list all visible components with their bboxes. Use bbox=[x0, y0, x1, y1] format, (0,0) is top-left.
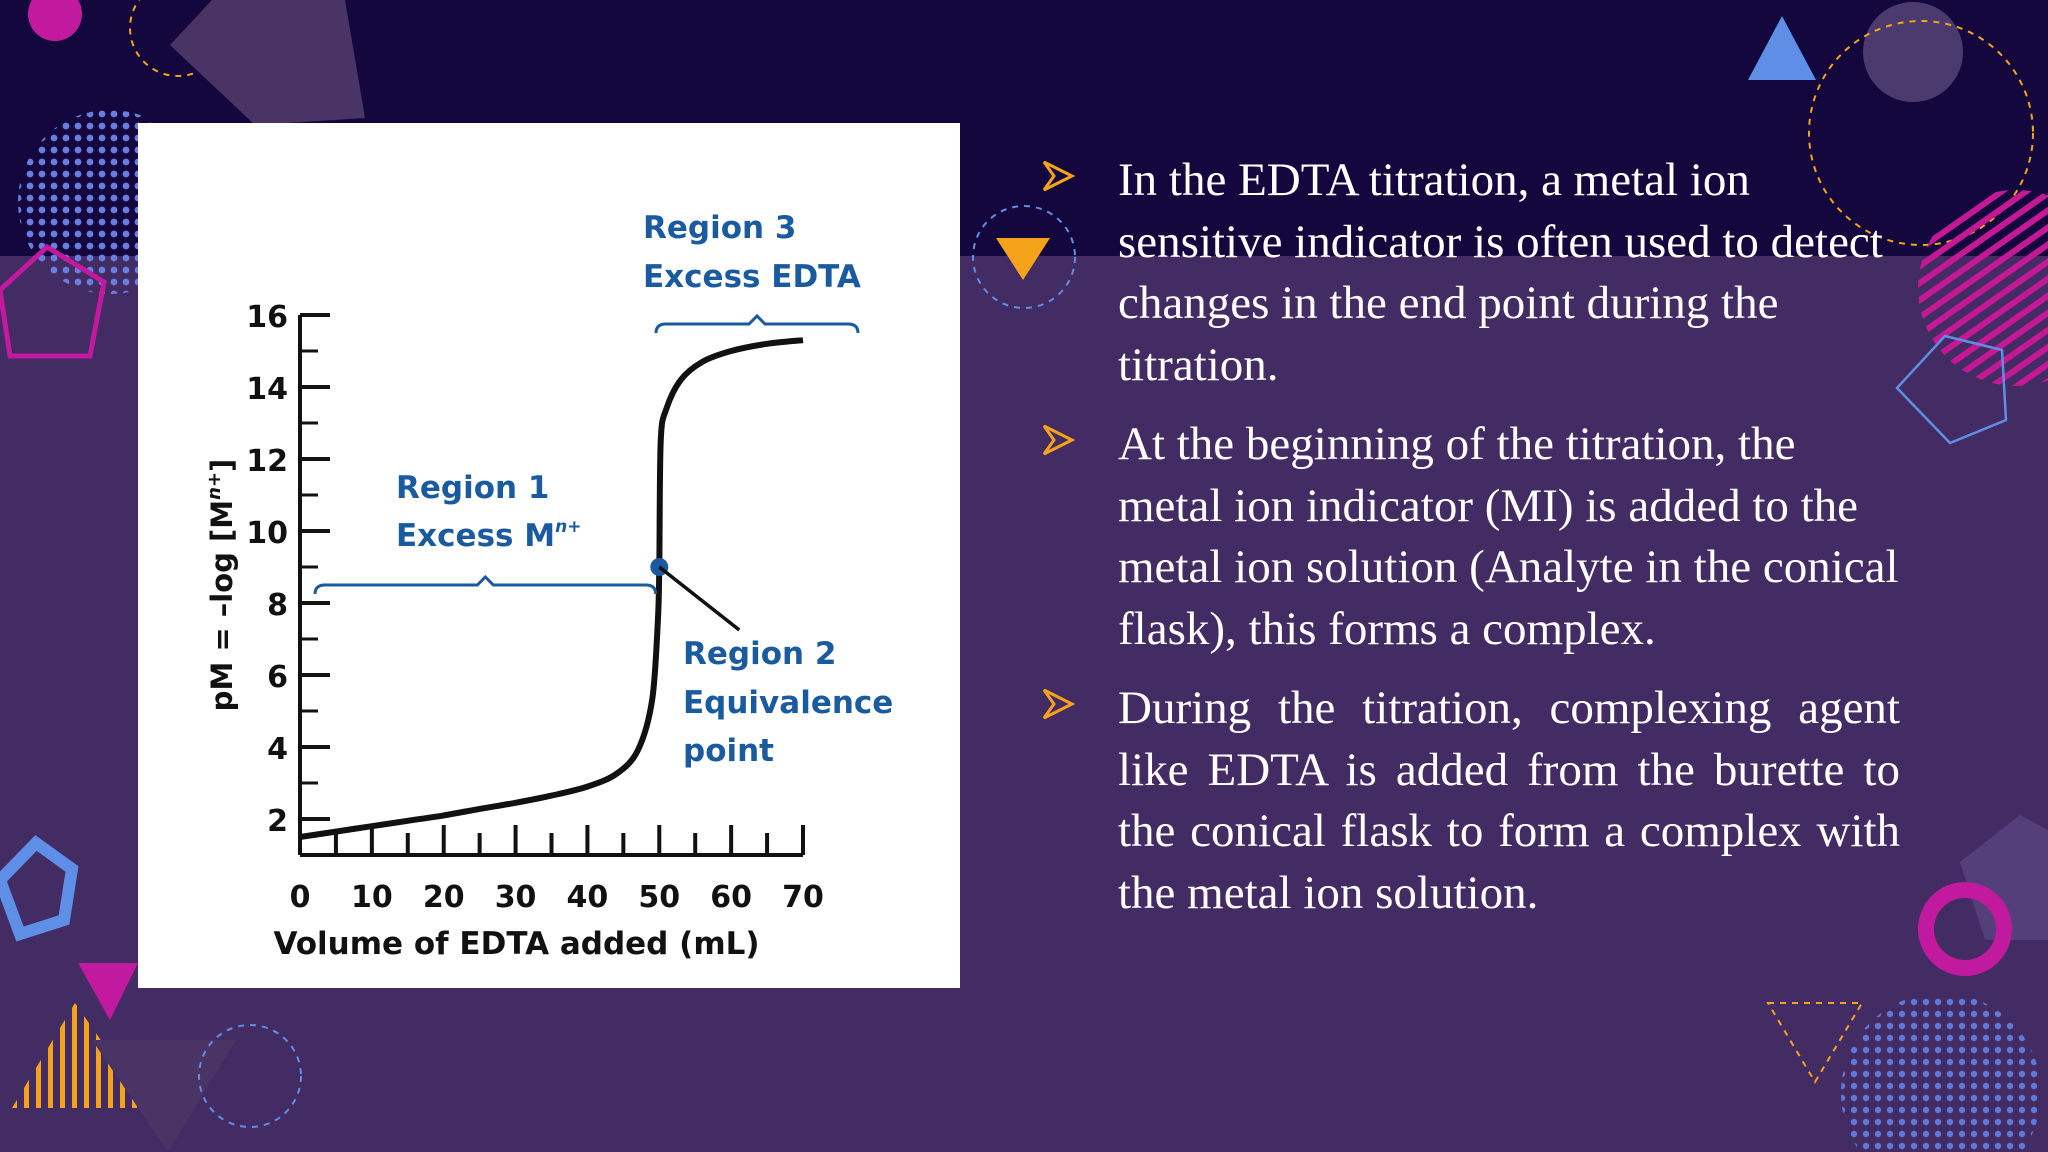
region-2-sublabel: point bbox=[683, 733, 774, 769]
region-1-sublabel: Excess Mn+ bbox=[396, 517, 581, 554]
x-tick-label: 30 bbox=[495, 880, 537, 915]
region-2-label: Region 2 bbox=[683, 636, 836, 672]
x-tick-label: 70 bbox=[782, 880, 824, 915]
pentagon-icon bbox=[170, 0, 365, 125]
equivalence-point-leader bbox=[658, 565, 741, 632]
y-tick-label: 14 bbox=[246, 372, 288, 407]
blue-triangle-icon bbox=[1748, 16, 1816, 80]
x-tick-label: 0 bbox=[290, 880, 311, 915]
orange-triangle-icon bbox=[996, 238, 1050, 280]
region-1-bracket bbox=[313, 574, 658, 595]
bullet-text: In the EDTA titration, a metal ion sensi… bbox=[1118, 154, 1883, 391]
arrow-bullet-icon bbox=[1042, 160, 1076, 192]
bullet-text: At the beginning of the titration, the m… bbox=[1118, 418, 1899, 655]
arrow-bullet-icon bbox=[1042, 688, 1076, 720]
bullet-item: During the titration, complexing agent l… bbox=[1030, 678, 1900, 924]
purple-circle-icon bbox=[1863, 2, 1963, 102]
dashed-circle-icon bbox=[1808, 20, 2034, 246]
region-1-label: Region 1 bbox=[396, 470, 549, 506]
bullet-item: At the beginning of the titration, the m… bbox=[1030, 414, 1900, 660]
region-3-bracket bbox=[654, 313, 860, 334]
pentagon-outline-icon bbox=[0, 243, 107, 359]
magenta-dot-icon bbox=[28, 0, 82, 41]
x-tick-label: 60 bbox=[710, 880, 752, 915]
bullet-item: In the EDTA titration, a metal ion sensi… bbox=[1030, 150, 1900, 396]
y-axis-title: pM = –log [Mn+] bbox=[204, 459, 239, 712]
y-tick-label: 16 bbox=[246, 300, 288, 335]
y-tick-label: 2 bbox=[267, 804, 288, 839]
y-tick-label: 8 bbox=[267, 588, 288, 623]
bullet-text: During the titration, complexing agent l… bbox=[1118, 682, 1900, 919]
dashed-circle-icon bbox=[972, 205, 1076, 309]
x-axis-title: Volume of EDTA added (mL) bbox=[273, 926, 759, 962]
magenta-ring-icon bbox=[1918, 882, 2012, 976]
dashed-triangle-icon bbox=[1766, 1002, 1864, 1084]
purple-pentagon-icon bbox=[1960, 815, 2048, 940]
y-tick-label: 4 bbox=[267, 732, 288, 767]
pentagon-outline-icon bbox=[0, 835, 79, 942]
region-2-sublabel: Equivalence bbox=[683, 685, 893, 721]
titration-curve-chart: 2 4 6 8 10 12 14 16 0 10 20 30 40 50 60 70 Volume of EDT… bbox=[204, 210, 893, 962]
pentagon-outline-icon bbox=[1895, 334, 2008, 445]
x-tick-label: 40 bbox=[567, 880, 609, 915]
y-tick-label: 10 bbox=[246, 516, 288, 551]
bullet-list: In the EDTA titration, a metal ion sensi… bbox=[1030, 150, 1900, 942]
y-tick-label: 6 bbox=[267, 660, 288, 695]
dashed-circle-icon bbox=[198, 1024, 302, 1128]
striped-circle-icon bbox=[1918, 190, 2048, 386]
region-3-label: Region 3 bbox=[643, 210, 796, 246]
x-tick-label: 50 bbox=[638, 880, 680, 915]
x-tick-label: 10 bbox=[351, 880, 393, 915]
striped-triangle-icon bbox=[12, 1003, 148, 1108]
dotted-circle-icon bbox=[1841, 993, 2041, 1152]
chart-panel: 2 4 6 8 10 12 14 16 0 10 20 30 40 50 60 70 Volume of EDT… bbox=[138, 123, 960, 988]
titration-curve-line bbox=[299, 337, 804, 840]
y-tick-label: 12 bbox=[246, 444, 288, 479]
x-tick-label: 20 bbox=[423, 880, 465, 915]
arrow-bullet-icon bbox=[1042, 424, 1076, 456]
magenta-triangle-icon bbox=[78, 963, 138, 1020]
region-3-sublabel: Excess EDTA bbox=[643, 259, 861, 295]
